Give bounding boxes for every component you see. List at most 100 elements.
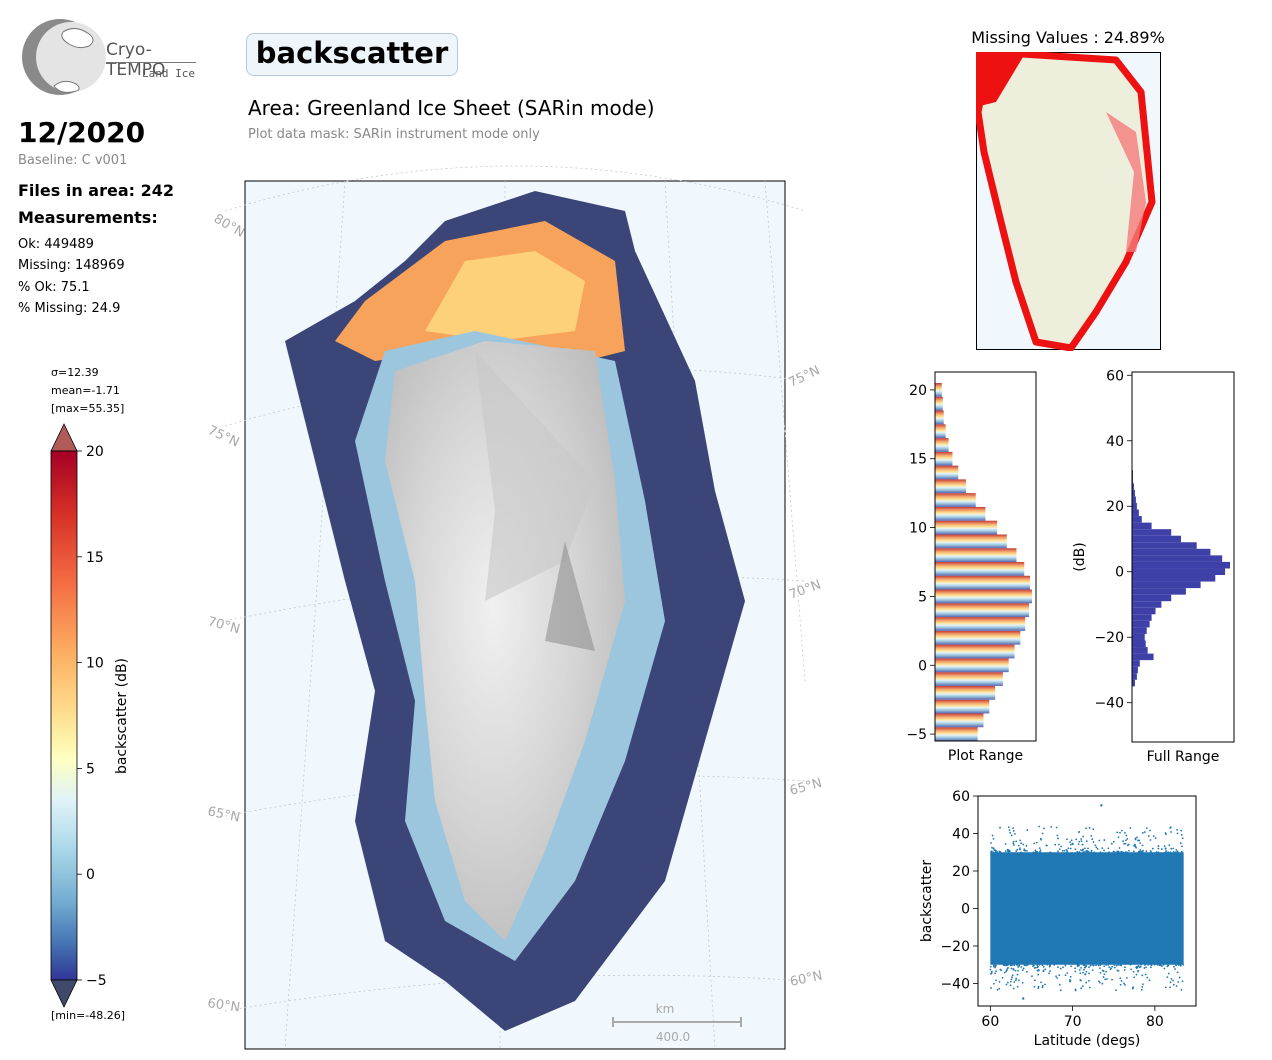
scatter-point xyxy=(1180,829,1183,832)
scatter-point xyxy=(1020,966,1023,968)
scatter-point xyxy=(1124,839,1127,842)
scatter-point xyxy=(1085,827,1087,830)
scatter-point xyxy=(1008,829,1011,832)
histogram-bar xyxy=(935,727,978,741)
scatter-point xyxy=(1078,840,1081,843)
scatter-point xyxy=(1074,988,1077,991)
scatter-point xyxy=(1077,843,1080,846)
scatter-point xyxy=(1139,842,1142,845)
scatter-point xyxy=(1064,964,1067,967)
scatter-point xyxy=(1169,981,1172,984)
scatter-point xyxy=(1026,850,1028,852)
scatter-point xyxy=(1089,964,1092,967)
scatter-point xyxy=(1095,846,1098,849)
scatter-point xyxy=(1055,826,1058,829)
scatter-point xyxy=(1037,968,1040,971)
scatter-point xyxy=(1173,965,1175,968)
scatter-point xyxy=(1082,835,1085,838)
histogram-y-tick-label: 40 xyxy=(1106,434,1124,450)
histogram-bar xyxy=(1132,588,1186,595)
scatter-point xyxy=(1060,845,1063,848)
histogram-bar xyxy=(935,603,1030,618)
scatter-point xyxy=(1091,838,1094,841)
histogram-bar xyxy=(1132,516,1142,523)
scatter-point xyxy=(1093,851,1096,854)
scatter-point xyxy=(1035,841,1038,844)
scatter-point xyxy=(995,970,997,973)
scatter-point xyxy=(1023,848,1026,851)
scatter-point xyxy=(1009,980,1012,983)
scatter-point xyxy=(1181,845,1183,848)
histogram-bar xyxy=(935,685,996,700)
scatter-point xyxy=(990,970,993,973)
scatter-point xyxy=(1166,965,1169,968)
logo: Cryo-TEMPO Land Ice xyxy=(18,16,198,100)
scatter-point xyxy=(1100,804,1103,807)
scatter-point xyxy=(1172,847,1175,850)
scatter-point xyxy=(1103,965,1106,968)
scatter-point xyxy=(1131,987,1134,990)
scatter-point xyxy=(1049,964,1052,967)
scatter-point xyxy=(1157,847,1160,850)
scatter-point xyxy=(1170,831,1173,833)
scatter-point xyxy=(1108,851,1110,854)
histogram-y-tick-label: 20 xyxy=(909,383,927,399)
scatter-point xyxy=(1090,835,1093,837)
scatter-point xyxy=(1020,842,1023,845)
histogram-y-tick-label: 20 xyxy=(1106,499,1124,515)
scatter-x-tick-label: 70 xyxy=(1064,1014,1082,1030)
scatter-point xyxy=(1098,981,1101,984)
scatter-point xyxy=(1057,850,1059,853)
scatter-point xyxy=(1039,851,1042,853)
scatter-point xyxy=(1113,966,1116,969)
scatter-point xyxy=(1033,842,1036,845)
date-label: 12/2020 xyxy=(18,116,146,149)
scatter-point xyxy=(993,964,996,967)
scatter-point xyxy=(996,988,999,991)
scale-value: 400.0 xyxy=(656,1030,690,1044)
scatter-point xyxy=(1001,976,1004,979)
cb-tick-label: 10 xyxy=(86,656,104,672)
scatter-point xyxy=(1025,844,1028,847)
scatter-y-label: backscatter xyxy=(919,860,935,942)
cb-axis-label: backscatter (dB) xyxy=(114,658,130,774)
scale-bar: km 400.0 xyxy=(612,1002,742,1044)
scatter-point xyxy=(1154,837,1157,840)
scatter-point xyxy=(1012,842,1015,845)
cb-tick-label: 5 xyxy=(86,761,95,777)
scatter-point xyxy=(1069,979,1072,982)
scatter-point xyxy=(989,968,992,971)
scatter-point xyxy=(1038,825,1041,828)
histogram-bar xyxy=(1132,489,1135,497)
histogram-bar xyxy=(1132,581,1201,589)
scatter-point xyxy=(1022,967,1025,970)
scatter-point xyxy=(1097,980,1100,983)
scatter-point xyxy=(1145,850,1148,853)
scatter-point xyxy=(1124,831,1126,834)
cb-tick-label: 15 xyxy=(86,550,104,566)
scatter-point xyxy=(1181,837,1184,840)
scatter-point xyxy=(1006,981,1009,984)
scatter-point xyxy=(1058,848,1061,851)
scatter-point xyxy=(1157,845,1160,847)
scatter-point xyxy=(1018,964,1021,967)
scatter-point xyxy=(1076,850,1079,853)
scatter-point xyxy=(1181,980,1184,983)
histogram-y-tick-label: 10 xyxy=(909,521,927,537)
scatter-point xyxy=(1078,831,1081,833)
scatter-point xyxy=(1103,849,1105,852)
ice-relief xyxy=(475,351,595,601)
scatter-point xyxy=(1069,975,1072,978)
scatter-point xyxy=(1037,987,1040,990)
scatter-point xyxy=(1152,835,1155,837)
scatter-point xyxy=(1011,963,1014,966)
scatter-point xyxy=(1144,964,1146,966)
scatter-point xyxy=(1014,979,1017,982)
lat-label-left-80: 80°N xyxy=(211,211,247,240)
scatter-point xyxy=(1128,849,1130,852)
colorbar: 20 15 10 5 0 −5 backscatter (dB) xyxy=(50,423,130,1008)
scatter-point xyxy=(1163,967,1166,970)
scatter-point xyxy=(1054,843,1057,846)
scale-unit: km xyxy=(656,1002,675,1016)
scatter-point xyxy=(1007,963,1010,966)
